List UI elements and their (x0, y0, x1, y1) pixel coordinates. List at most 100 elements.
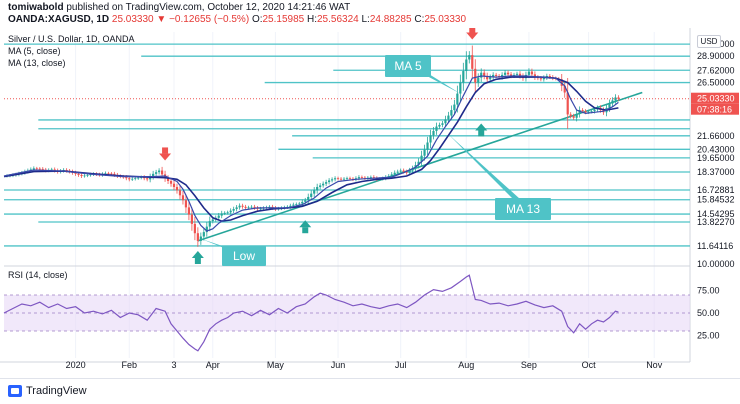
author-name[interactable]: tomiwabold (8, 2, 64, 13)
candle-body (426, 142, 429, 150)
symbol-line: OANDA:XAGUSD, 1D 25.03330 ▼ −0.12655 (−0… (8, 14, 466, 25)
candle-body (456, 93, 459, 105)
candle-body (65, 169, 68, 171)
currency-button[interactable]: USD (697, 35, 721, 48)
candle-body (238, 205, 241, 208)
current-price-label: 25.03330 (697, 94, 735, 104)
price-tick-label: 14.54295 (697, 209, 735, 219)
candle-body (322, 183, 325, 186)
candle-body (134, 178, 137, 180)
candle-body (223, 212, 226, 214)
price-tick-label: 27.62000 (697, 65, 735, 75)
current-price-tag[interactable] (691, 92, 739, 104)
price-tick-label: 16.72881 (697, 185, 735, 195)
candle-body (131, 178, 134, 180)
price-tick-label: 10.00000 (697, 259, 735, 269)
tradingview-brand: TradingView (26, 385, 87, 397)
candle-body (387, 176, 390, 178)
up-arrow-icon-tail (302, 227, 309, 234)
candle-body (295, 204, 298, 205)
candle-body (363, 177, 366, 179)
up-arrow-icon-tail (478, 130, 485, 137)
low-callout-box[interactable] (222, 246, 266, 266)
time-tick-label: Nov (646, 360, 663, 370)
candle-body (128, 178, 131, 180)
open-label: O: (251, 14, 263, 25)
trend-line[interactable] (197, 91, 643, 242)
candle-body (480, 72, 483, 78)
candle-body (247, 207, 250, 209)
down-arrow-icon-head (159, 153, 172, 161)
annotation-callouts[interactable]: MA 5 MA 13 Low (159, 28, 551, 266)
candle-body (229, 210, 232, 213)
ma13-callout-box[interactable] (495, 198, 551, 220)
tradingview-logo-icon (8, 385, 22, 397)
candle-body (77, 173, 80, 175)
up-arrow-icon (191, 251, 204, 259)
price-tick-label: 13.82270 (697, 217, 735, 227)
price-tick-label: 28.90000 (697, 51, 735, 61)
candle-body (444, 119, 447, 124)
candle-body (462, 71, 465, 83)
candle-body (533, 74, 537, 78)
candle-body (86, 174, 89, 176)
candle-body (459, 82, 462, 94)
candle-body (137, 177, 140, 179)
candle-body (336, 178, 340, 180)
candle-body (420, 155, 423, 162)
candle-body (193, 223, 196, 234)
candle-body (495, 74, 498, 76)
candle-body (325, 182, 328, 184)
candle-body (575, 113, 578, 118)
chart-title: Silver / U.S. Dollar, 1D, OANDA (8, 34, 135, 44)
indicator-label: MA (5, close) (8, 46, 61, 56)
candle-body (405, 171, 408, 173)
candle-body (489, 77, 492, 80)
price-tick-label: 18.37000 (697, 167, 735, 177)
open-value: 25.15985 (262, 14, 305, 25)
rsi-guides (4, 294, 690, 332)
candle-body (211, 219, 214, 222)
candle-body (486, 75, 489, 80)
candle-body (187, 207, 191, 215)
rsi-axis: 75.00 50.00 25.00 (697, 286, 720, 341)
candle-body (471, 55, 474, 69)
candle-body (578, 110, 581, 114)
candle-body (217, 215, 220, 218)
candles-group (5, 45, 620, 247)
rsi-title: RSI (14, close) (8, 270, 68, 280)
candle-body (447, 115, 450, 120)
ma13-callout-label: MA 13 (506, 202, 540, 216)
chart-header: tomiwabold published on TradingView.com,… (0, 0, 740, 28)
candle-body (432, 130, 435, 136)
candle-body (408, 170, 411, 173)
price-tick-label: 20.43000 (697, 144, 735, 154)
time-axis[interactable]: 2020 Feb 3 Apr May Jun Jul Aug Sep Oct Nov (66, 360, 663, 370)
uptrend-line[interactable] (197, 91, 643, 242)
candle-body (483, 72, 486, 76)
time-tick-label: Apr (206, 360, 220, 370)
time-tick-label: Sep (521, 360, 537, 370)
candle-body (360, 177, 364, 178)
candle-body (587, 111, 590, 113)
ma5-callout-box[interactable] (385, 55, 431, 77)
candle-body (80, 174, 83, 177)
candle-body (184, 200, 188, 208)
publish-line: tomiwabold published on TradingView.com,… (8, 2, 350, 13)
horizontal-levels (4, 43, 690, 247)
candle-body (241, 205, 244, 207)
candle-body (292, 204, 295, 206)
candle-body (155, 172, 158, 174)
tradingview-logo[interactable]: TradingView (8, 385, 87, 397)
candle-body (357, 177, 361, 179)
candle-body (110, 173, 113, 175)
candle-body (468, 55, 471, 60)
candle-body (342, 178, 346, 180)
rsi-tick-label: 25.00 (697, 331, 720, 341)
candle-body (181, 195, 185, 201)
price-tick-label: 15.84532 (697, 195, 735, 205)
candle-body (172, 183, 176, 188)
candle-body (190, 214, 194, 224)
candle-body (572, 116, 575, 118)
